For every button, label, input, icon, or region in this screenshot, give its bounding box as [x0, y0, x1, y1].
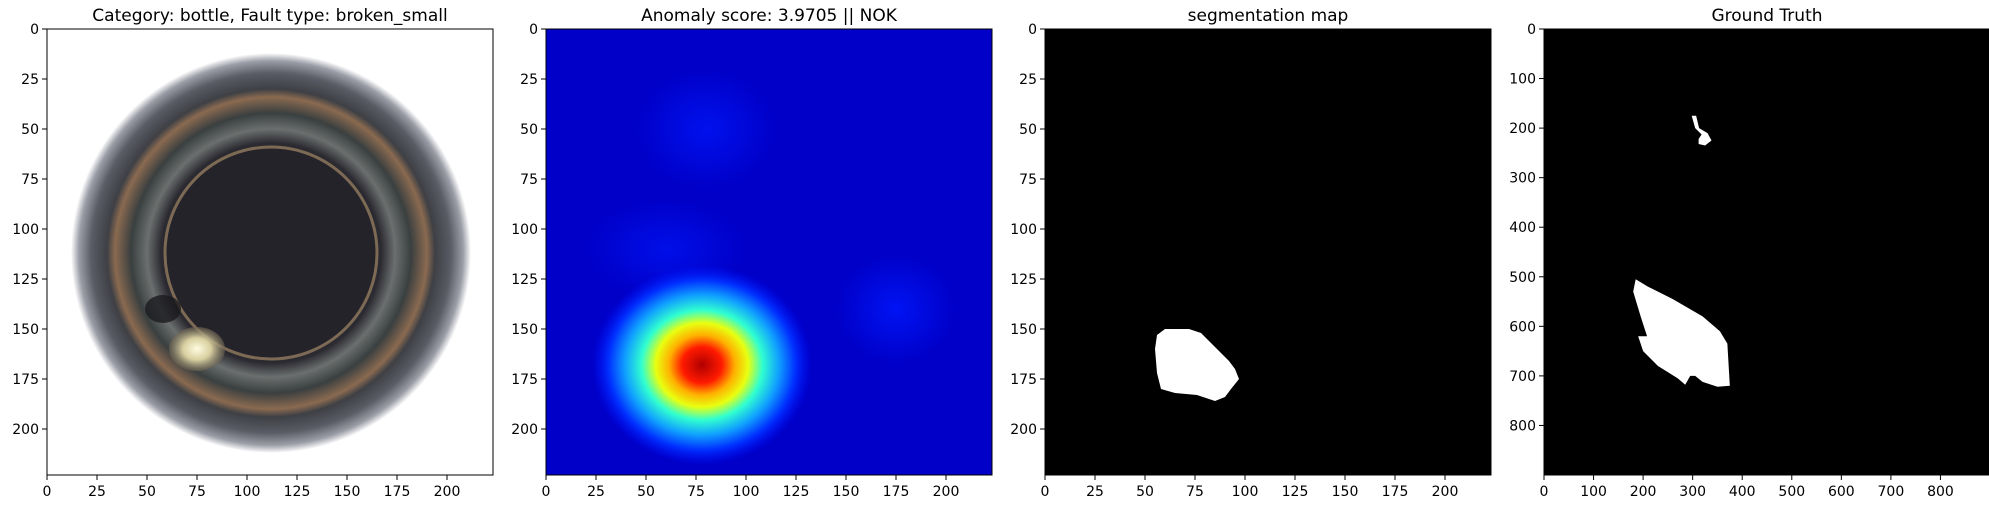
x-tick-label: 125 — [1282, 484, 1309, 500]
mask-background — [1045, 29, 1491, 475]
y-tick-label: 25 — [520, 72, 538, 88]
panel-title: Anomaly score: 3.9705 || NOK — [641, 6, 898, 26]
panel-2: Anomaly score: 3.9705 || NOK 0 25 50 75 100 12… — [511, 6, 993, 500]
x-tick-label: 150 — [833, 484, 860, 500]
y-tick-label: 200 — [12, 422, 39, 438]
y-tick-label: 100 — [12, 222, 39, 238]
x-tick-label: 50 — [1136, 484, 1154, 500]
panel-3: segmentation map 0 25 50 75 100 125 150 175 200 0 2… — [1010, 6, 1492, 500]
y-tick-label: 175 — [1010, 372, 1037, 388]
panel-1: Category: bottle, Fault type: broken_sma… — [12, 6, 494, 500]
mask-background — [1544, 29, 1989, 475]
y-tick-label: 200 — [1509, 121, 1536, 137]
heatmap — [546, 29, 992, 475]
y-tick-label: 600 — [1509, 319, 1536, 335]
x-tick-label: 75 — [1186, 484, 1204, 500]
y-tick-label: 300 — [1509, 171, 1536, 187]
y-tick-label: 150 — [12, 322, 39, 338]
y-tick-label: 100 — [1509, 72, 1536, 88]
y-tick-label: 0 — [30, 22, 39, 38]
panel-title: Category: bottle, Fault type: broken_sma… — [92, 6, 447, 26]
x-tick-label: 300 — [1679, 484, 1706, 500]
bottle-photo — [47, 29, 493, 475]
x-tick-label: 200 — [1432, 484, 1459, 500]
broken-shard — [169, 327, 225, 371]
y-tick-label: 125 — [1010, 272, 1037, 288]
y-tick-label: 75 — [520, 172, 538, 188]
y-tick-label: 125 — [12, 272, 39, 288]
x-tick-label: 100 — [733, 484, 760, 500]
x-tick-label: 0 — [43, 484, 52, 500]
mask-region-1 — [1155, 329, 1239, 401]
y-tick-label: 400 — [1509, 220, 1536, 236]
panel-4: Ground Truth 0 100 200 300 400 500 600 700 800 0 10… — [1509, 6, 1989, 500]
y-tick-label: 0 — [1028, 22, 1037, 38]
bottle-mouth — [163, 145, 379, 361]
x-tick-label: 150 — [1332, 484, 1359, 500]
x-tick-label: 800 — [1927, 484, 1954, 500]
y-tick-label: 175 — [511, 372, 538, 388]
x-tick-label: 25 — [88, 484, 106, 500]
x-tick-label: 200 — [1630, 484, 1657, 500]
x-tick-label: 400 — [1729, 484, 1756, 500]
x-tick-label: 125 — [783, 484, 810, 500]
x-tick-label: 200 — [933, 484, 960, 500]
x-tick-label: 0 — [1540, 484, 1549, 500]
y-tick-label: 200 — [511, 422, 538, 438]
x-tick-label: 100 — [234, 484, 261, 500]
axes-frame — [46, 28, 494, 476]
y-tick-label: 75 — [21, 172, 39, 188]
x-tick-label: 175 — [384, 484, 411, 500]
x-tick-label: 600 — [1828, 484, 1855, 500]
x-tick-label: 175 — [1382, 484, 1409, 500]
y-tick-label: 50 — [21, 122, 39, 138]
axes-frame — [1543, 28, 1989, 476]
panel-title: Ground Truth — [1711, 6, 1822, 26]
y-tick-label: 50 — [520, 122, 538, 138]
y-tick-label: 150 — [511, 322, 538, 338]
mask-region-1 — [1691, 115, 1712, 146]
y-tick-label: 25 — [21, 72, 39, 88]
x-tick-label: 125 — [284, 484, 311, 500]
x-tick-label: 25 — [587, 484, 605, 500]
axes-frame — [545, 28, 993, 476]
anomaly-hotspot — [592, 265, 812, 465]
y-tick-label: 800 — [1509, 418, 1536, 434]
y-tick-label: 125 — [511, 272, 538, 288]
x-tick-label: 150 — [334, 484, 361, 500]
y-tick-label: 500 — [1509, 270, 1536, 286]
y-tick-label: 175 — [12, 372, 39, 388]
x-tick-label: 100 — [1232, 484, 1259, 500]
x-tick-label: 0 — [542, 484, 551, 500]
x-tick-label: 50 — [637, 484, 655, 500]
x-tick-label: 0 — [1041, 484, 1050, 500]
x-tick-label: 50 — [138, 484, 156, 500]
mask-region-2 — [1633, 279, 1730, 387]
y-tick-label: 100 — [511, 222, 538, 238]
x-tick-label: 500 — [1778, 484, 1805, 500]
y-tick-label: 50 — [1019, 122, 1037, 138]
y-tick-label: 25 — [1019, 72, 1037, 88]
y-tick-label: 700 — [1509, 369, 1536, 385]
axes-frame — [1044, 28, 1492, 476]
y-tick-label: 100 — [1010, 222, 1037, 238]
y-tick-label: 75 — [1019, 172, 1037, 188]
x-tick-label: 75 — [687, 484, 705, 500]
x-tick-label: 175 — [883, 484, 910, 500]
y-tick-label: 200 — [1010, 422, 1037, 438]
y-tick-label: 0 — [529, 22, 538, 38]
x-tick-label: 100 — [1580, 484, 1607, 500]
y-tick-label: 150 — [1010, 322, 1037, 338]
panel-title: segmentation map — [1188, 6, 1349, 26]
x-tick-label: 700 — [1878, 484, 1905, 500]
x-tick-label: 75 — [188, 484, 206, 500]
chip-shadow — [145, 295, 181, 323]
y-tick-label: 0 — [1527, 22, 1536, 38]
x-tick-label: 25 — [1086, 484, 1104, 500]
x-tick-label: 200 — [434, 484, 461, 500]
